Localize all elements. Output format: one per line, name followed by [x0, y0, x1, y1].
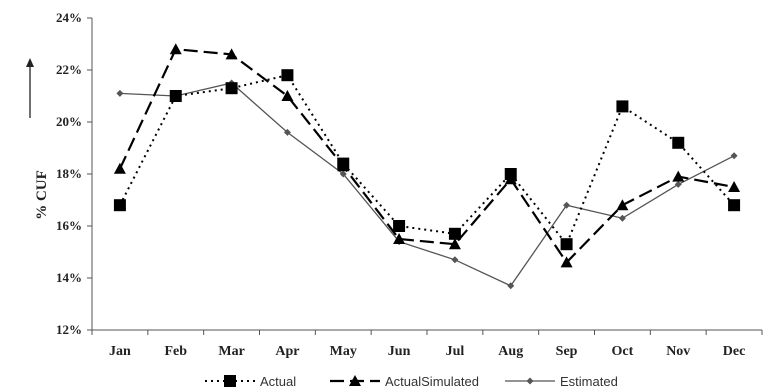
y-tick-label: 22% — [56, 62, 82, 77]
legend-item-actual: Actual — [205, 374, 296, 389]
data-point — [560, 256, 573, 268]
y-tick-label: 24% — [56, 10, 82, 25]
data-point — [225, 82, 238, 95]
data-point — [281, 90, 294, 101]
x-tick-label: Jul — [446, 344, 465, 359]
data-point — [618, 214, 626, 222]
series-line — [119, 74, 735, 247]
data-point — [616, 199, 629, 211]
legend: Actual ActualSimulated Estimated — [205, 374, 618, 389]
data-point — [672, 136, 685, 149]
y-axis-ticks: 12% 14% 16% 18% 20% 22% 24% — [56, 10, 92, 337]
legend-swatch-marker — [349, 375, 361, 386]
series-actual — [113, 69, 741, 251]
y-axis-arrow — [26, 58, 34, 118]
x-tick-label: Nov — [666, 344, 690, 359]
data-point — [225, 48, 238, 60]
x-tick-label: May — [330, 344, 357, 359]
series-line — [119, 82, 735, 287]
x-tick-label: Sep — [556, 344, 578, 359]
x-tick-label: Dec — [723, 344, 746, 359]
data-point — [560, 238, 573, 251]
data-point — [674, 180, 682, 188]
x-tick-label: Mar — [218, 344, 244, 359]
data-point — [281, 69, 294, 82]
x-tick-label: Jun — [388, 344, 411, 359]
data-point — [616, 100, 629, 113]
x-tick-label: Aug — [498, 344, 523, 359]
data-point — [283, 128, 291, 136]
data-point — [337, 157, 350, 170]
y-axis-label: % CUF — [34, 170, 50, 220]
data-point — [730, 152, 738, 160]
legend-label: ActualSimulated — [385, 374, 479, 389]
y-tick-label: 20% — [56, 114, 82, 129]
data-point — [393, 233, 406, 244]
series-estimated — [116, 79, 738, 290]
data-point — [116, 89, 124, 97]
data-point — [504, 168, 517, 180]
data-point — [672, 170, 685, 182]
data-point — [393, 220, 406, 232]
data-point — [563, 201, 571, 209]
data-point — [113, 162, 126, 174]
x-tick-label: Oct — [612, 344, 634, 359]
data-point — [169, 90, 182, 102]
series-layer — [113, 43, 741, 290]
x-tick-label: Feb — [164, 344, 187, 359]
series-actualsimulated — [113, 43, 741, 268]
y-tick-label: 18% — [56, 166, 82, 181]
data-point — [339, 170, 347, 178]
legend-item-actualsimulated: ActualSimulated — [330, 374, 479, 389]
y-tick-label: 12% — [56, 322, 82, 337]
data-point — [448, 238, 461, 250]
legend-label: Actual — [260, 374, 296, 389]
y-tick-label: 16% — [56, 218, 82, 233]
x-axis-ticks: Jan Feb Mar Apr May Jun Jul Aug Sep Oct Nov Dec — [91, 330, 763, 359]
x-tick-label: Apr — [275, 344, 299, 359]
data-point — [451, 256, 459, 264]
legend-swatch-marker — [224, 375, 236, 387]
data-point — [448, 227, 461, 240]
x-tick-label: Jan — [109, 344, 131, 359]
legend-item-estimated: Estimated — [505, 374, 618, 389]
data-point — [728, 199, 741, 212]
data-point — [169, 43, 182, 55]
series-line — [118, 48, 735, 265]
data-point — [728, 181, 741, 192]
data-point — [507, 282, 515, 290]
axes — [91, 18, 762, 331]
data-point — [113, 199, 126, 212]
y-tick-label: 14% — [56, 270, 82, 285]
legend-swatch-marker — [526, 377, 534, 385]
legend-label: Estimated — [560, 374, 618, 389]
